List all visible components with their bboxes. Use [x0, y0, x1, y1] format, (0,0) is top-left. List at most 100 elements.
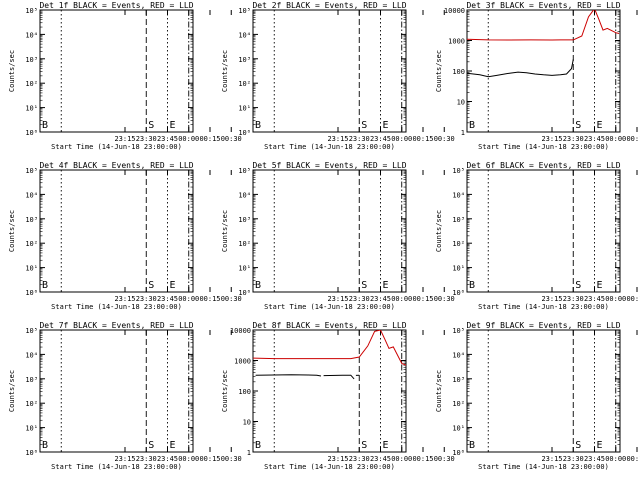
x-tick-label: 00:00	[178, 295, 199, 303]
x-tick-label: 23:45	[370, 455, 391, 463]
marker-label-e: E	[170, 120, 176, 131]
panel-title: Det 1f BLACK = Events, RED = LLD	[39, 1, 193, 10]
marker-label-e: E	[383, 280, 389, 291]
y-tick-label: 1	[247, 449, 251, 457]
y-tick-label: 10⁴	[238, 191, 251, 199]
x-tick-label: 23:30	[349, 295, 370, 303]
x-tick-label: 00:15	[626, 295, 640, 303]
y-tick-label: 10⁴	[25, 31, 38, 39]
y-axis-label: Counts/sec	[435, 210, 443, 252]
y-tick-label: 10⁴	[25, 351, 38, 359]
x-tick-label: 23:45	[370, 135, 391, 143]
y-tick-label: 10⁰	[238, 289, 251, 297]
x-tick-label: 23:30	[349, 135, 370, 143]
x-axis-label: Start Time (14-Jun-18 23:00:00)	[478, 463, 609, 471]
plot-frame	[39, 169, 194, 293]
y-axis-label: Counts/sec	[8, 50, 16, 92]
panel-det-8: Det 8f BLACK = Events, RED = LLD 1 10 100 10…	[221, 321, 455, 471]
x-tick-label: 23:45	[370, 295, 391, 303]
series-line-lld	[467, 10, 620, 41]
panel-det-4: Det 4f BLACK = Events, RED = LLD 10⁰ 10¹ 10…	[8, 161, 242, 311]
x-tick-label: 23:15	[327, 295, 348, 303]
x-tick-label: 00:30	[221, 455, 242, 463]
y-tick-label: 10³	[25, 376, 38, 384]
x-tick-label: 23:45	[157, 295, 178, 303]
y-tick-label: 10⁵	[452, 327, 465, 335]
x-tick-label: 23:45	[157, 135, 178, 143]
x-tick-label: 23:30	[136, 135, 157, 143]
y-tick-label: 10³	[452, 376, 465, 384]
x-tick-label: 00:00	[178, 135, 199, 143]
y-tick-label: 10¹	[238, 265, 251, 273]
y-tick-label: 10²	[238, 240, 251, 248]
marker-label-s: S	[575, 440, 581, 451]
plot-frame	[466, 9, 621, 133]
y-tick-label: 10⁵	[25, 327, 38, 335]
plot-frame	[466, 169, 621, 293]
y-tick-label: 10⁵	[238, 167, 251, 175]
y-tick-label: 10000	[230, 327, 251, 335]
marker-label-b: B	[255, 440, 261, 451]
panel-det-6: Det 6f BLACK = Events, RED = LLD 10⁰ 10¹ 10…	[435, 161, 640, 311]
y-tick-label: 10⁵	[25, 167, 38, 175]
x-tick-label: 23:45	[584, 135, 605, 143]
plot-frame	[252, 9, 407, 133]
y-tick-label: 10¹	[25, 265, 38, 273]
x-tick-label: 00:00	[605, 135, 626, 143]
y-tick-label: 10²	[452, 240, 465, 248]
panel-title: Det 4f BLACK = Events, RED = LLD	[39, 161, 193, 170]
panel-title: Det 7f BLACK = Events, RED = LLD	[39, 321, 193, 330]
x-axis-label: Start Time (14-Jun-18 23:00:00)	[478, 143, 609, 151]
x-axis-label: Start Time (14-Jun-18 23:00:00)	[264, 303, 395, 311]
plot-frame	[252, 329, 407, 453]
y-axis-label: Counts/sec	[221, 370, 229, 412]
marker-label-b: B	[469, 440, 475, 451]
x-tick-label: 00:00	[391, 135, 412, 143]
x-tick-label: 23:30	[563, 455, 584, 463]
marker-label-e: E	[597, 440, 603, 451]
x-axis-label: Start Time (14-Jun-18 23:00:00)	[51, 303, 182, 311]
x-tick-label: 23:15	[327, 455, 348, 463]
y-tick-label: 10	[243, 419, 251, 427]
y-tick-label: 100	[238, 388, 251, 396]
x-axis-label: Start Time (14-Jun-18 23:00:00)	[51, 143, 182, 151]
y-tick-label: 100	[452, 68, 465, 76]
marker-label-b: B	[469, 280, 475, 291]
series-line-events	[323, 374, 355, 380]
marker-label-b: B	[255, 120, 261, 131]
x-tick-label: 23:45	[157, 455, 178, 463]
marker-label-e: E	[170, 440, 176, 451]
marker-label-b: B	[255, 280, 261, 291]
marker-label-s: S	[575, 120, 581, 131]
panel-title: Det 2f BLACK = Events, RED = LLD	[252, 1, 406, 10]
x-tick-label: 23:30	[136, 295, 157, 303]
x-tick-label: 00:15	[199, 135, 220, 143]
marker-label-s: S	[575, 280, 581, 291]
y-tick-label: 10²	[452, 400, 465, 408]
x-tick-label: 23:30	[349, 455, 370, 463]
x-tick-label: 00:15	[199, 455, 220, 463]
x-tick-label: 00:15	[626, 455, 640, 463]
y-tick-label: 10³	[25, 216, 38, 224]
x-tick-label: 23:15	[114, 135, 135, 143]
y-tick-label: 10000	[444, 7, 465, 15]
x-tick-label: 00:30	[434, 455, 455, 463]
x-tick-label: 23:30	[563, 295, 584, 303]
marker-label-b: B	[469, 120, 475, 131]
x-axis-label: Start Time (14-Jun-18 23:00:00)	[264, 143, 395, 151]
y-axis-label: Counts/sec	[435, 370, 443, 412]
marker-label-s: S	[361, 440, 367, 451]
y-tick-label: 10⁰	[25, 129, 38, 137]
x-tick-label: 00:15	[199, 295, 220, 303]
panel-title: Det 8f BLACK = Events, RED = LLD	[252, 321, 406, 330]
panel-title: Det 9f BLACK = Events, RED = LLD	[466, 321, 620, 330]
x-tick-label: 00:00	[605, 295, 626, 303]
marker-label-e: E	[597, 280, 603, 291]
panel-det-3: Det 3f BLACK = Events, RED = LLD 1 10 100 10…	[435, 1, 640, 151]
x-tick-label: 00:00	[391, 295, 412, 303]
plot-frame	[466, 329, 621, 453]
y-tick-label: 10²	[238, 80, 251, 88]
x-tick-label: 23:30	[136, 455, 157, 463]
x-tick-label: 00:00	[605, 455, 626, 463]
y-tick-label: 10⁰	[25, 289, 38, 297]
